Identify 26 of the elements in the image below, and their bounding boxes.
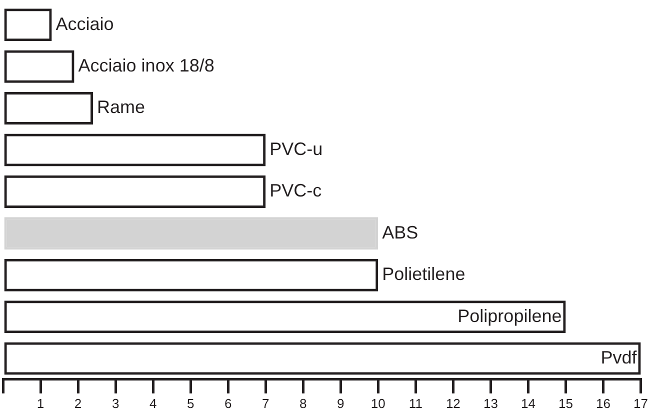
x-tick-label: 1 bbox=[36, 396, 44, 411]
y-tick-label: Polietilene bbox=[382, 264, 466, 284]
x-tick-label: 4 bbox=[149, 396, 157, 411]
x-tick-label: 6 bbox=[224, 396, 232, 411]
y-tick-label: ABS bbox=[382, 222, 418, 242]
y-tick-label: Acciaio inox 18/8 bbox=[78, 56, 214, 76]
y-tick-label: Acciaio bbox=[56, 14, 114, 34]
x-tick-label: 3 bbox=[112, 396, 120, 411]
x-tick-label: 9 bbox=[337, 396, 344, 411]
x-tick-label: 7 bbox=[262, 396, 270, 411]
x-tick-label: 8 bbox=[300, 396, 307, 411]
y-tick-label: Polipropilene bbox=[458, 306, 562, 326]
x-tick-label: 12 bbox=[446, 396, 460, 411]
x-tick-label: 11 bbox=[408, 396, 422, 411]
x-tick-label: 15 bbox=[558, 396, 573, 411]
x-tick-label: 5 bbox=[186, 396, 194, 411]
x-tick-label: 2 bbox=[74, 396, 82, 411]
x-tick-label: 10 bbox=[370, 396, 386, 411]
x-tick-label: 16 bbox=[596, 396, 610, 411]
y-tick-label: PVC-u bbox=[270, 138, 323, 159]
x-tick-label: 17 bbox=[634, 396, 648, 411]
y-tick-label: Pvdf bbox=[600, 348, 638, 368]
y-tick-label: Rame bbox=[97, 97, 146, 118]
y-tick-label: PVC-c bbox=[270, 180, 322, 201]
x-tick-label: 13 bbox=[483, 396, 498, 411]
x-tick-label: 14 bbox=[520, 396, 536, 411]
